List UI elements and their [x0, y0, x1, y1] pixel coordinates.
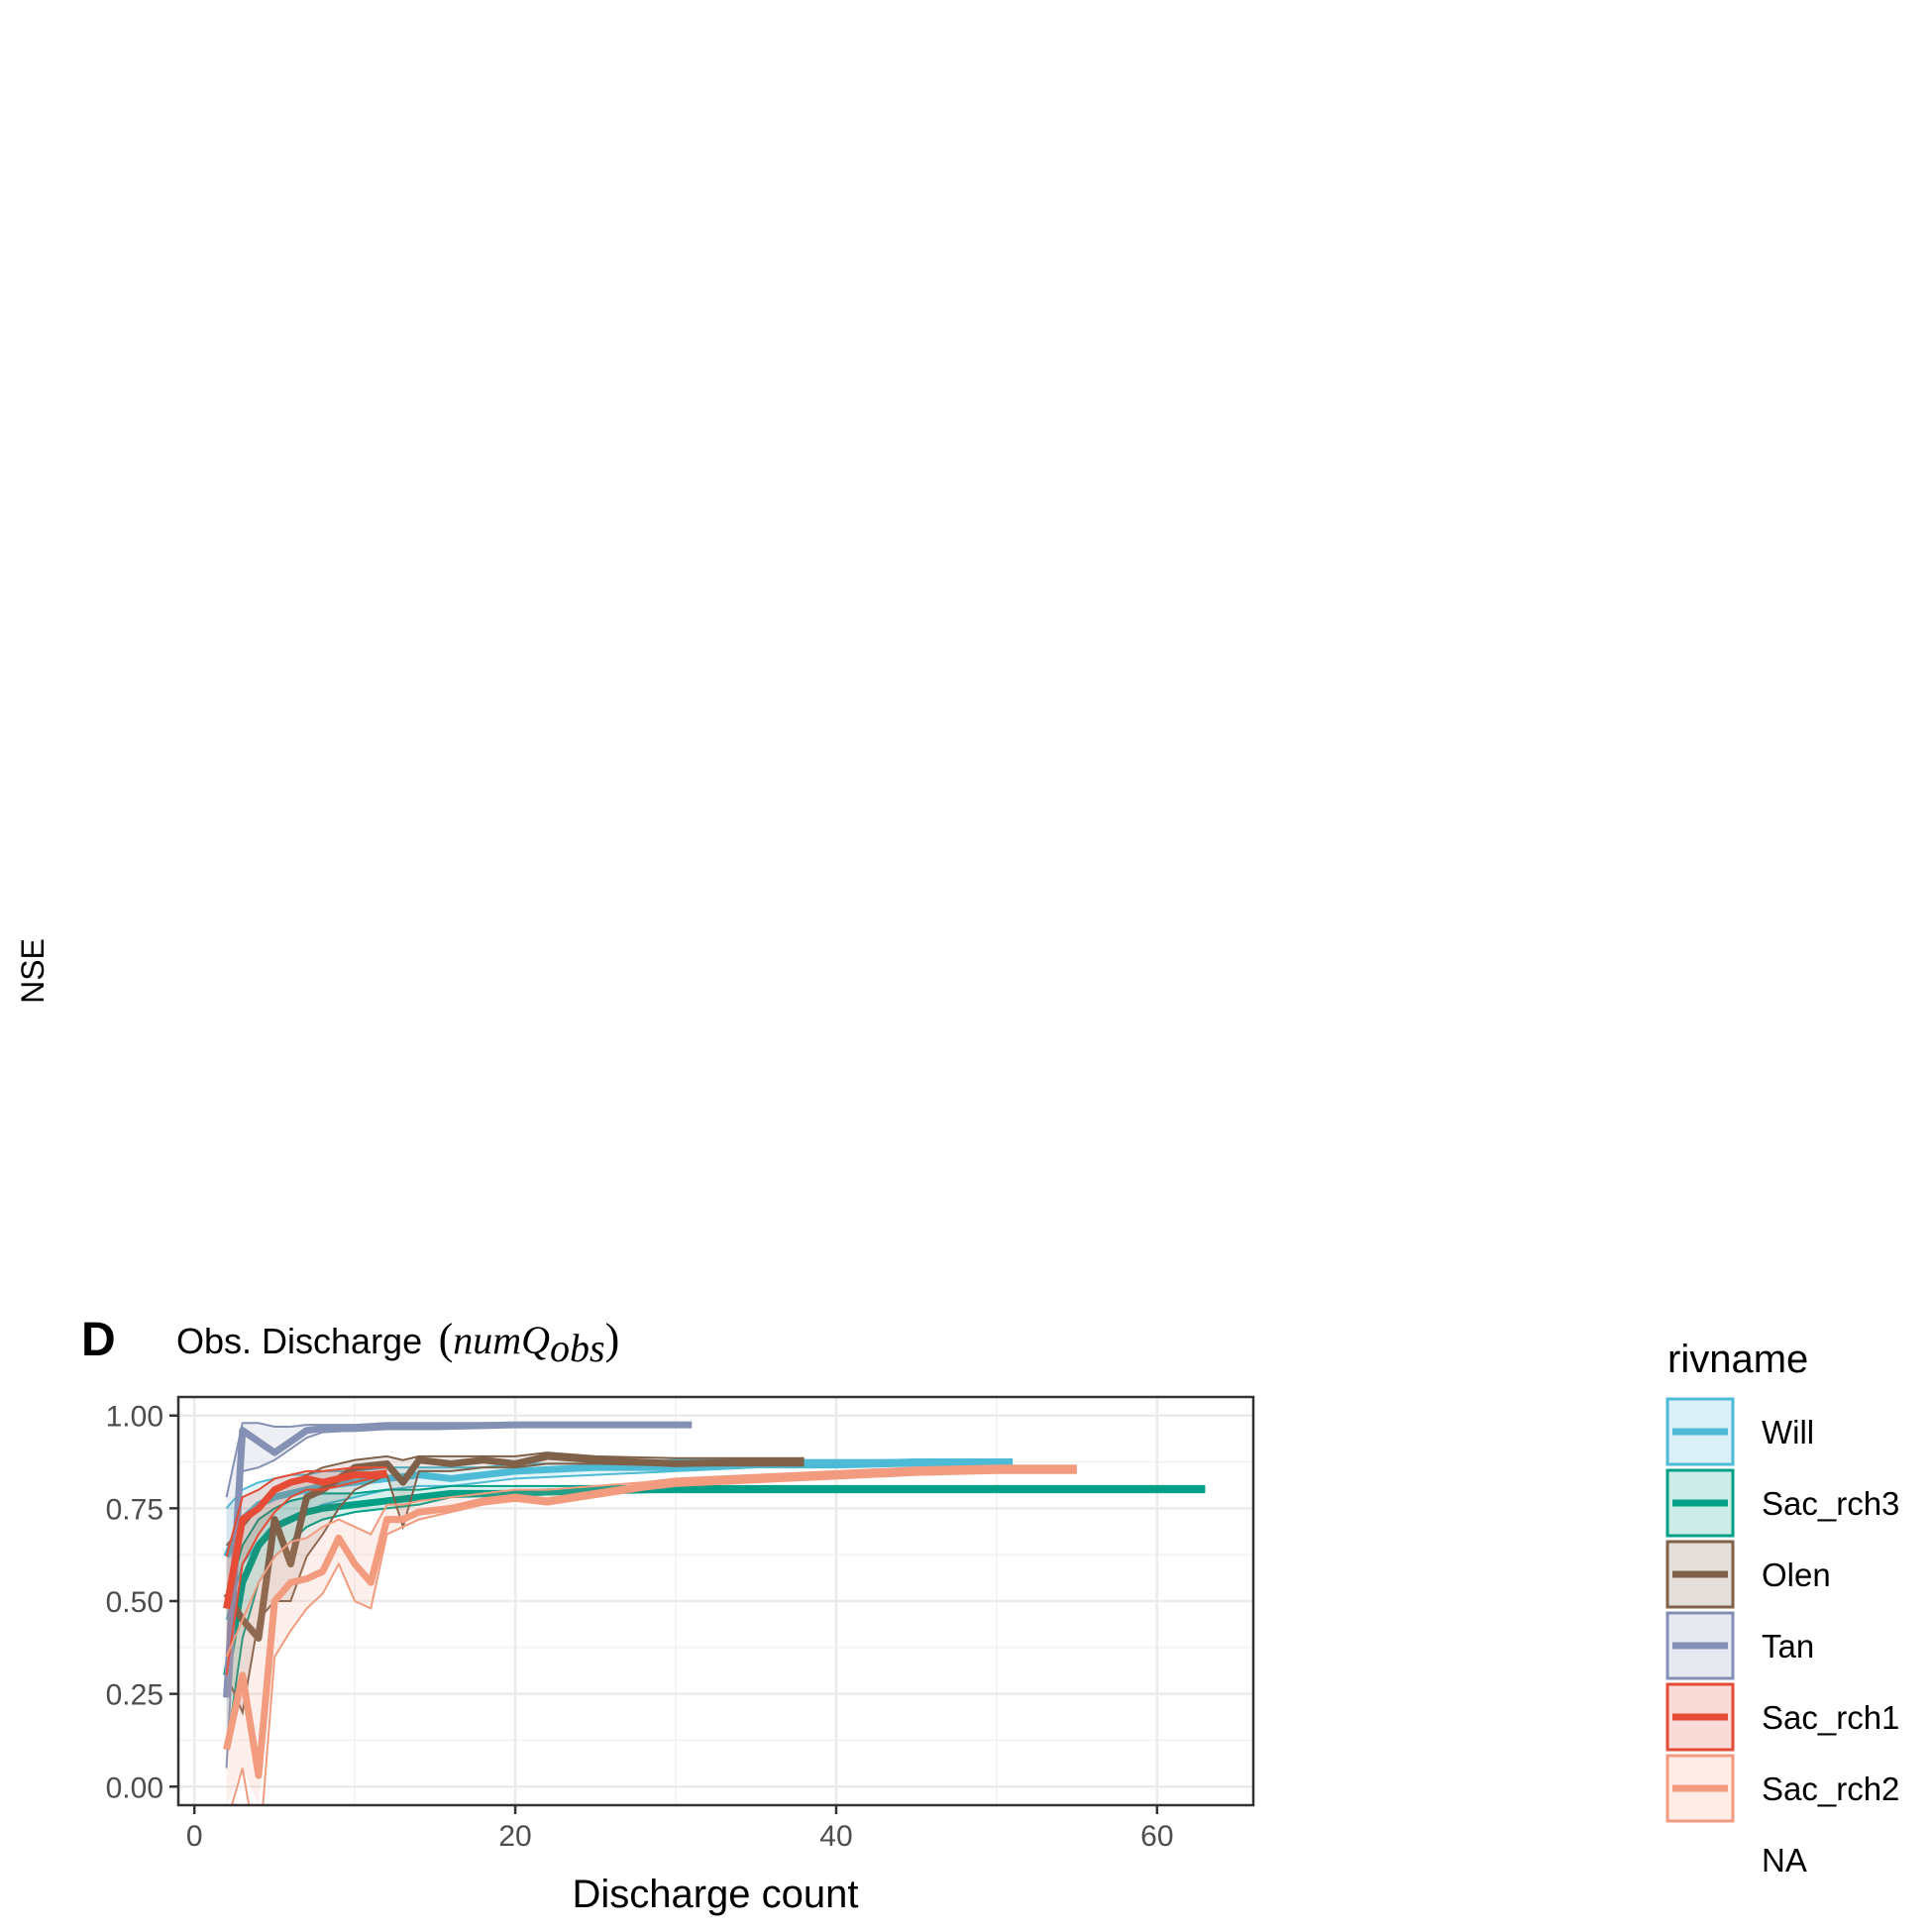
y-tick-label: 0.00: [106, 1771, 163, 1804]
x-tick-label: 40: [819, 1820, 852, 1853]
x-axis-title: Discharge count: [572, 1873, 858, 1916]
panel-title: Obs. Discharge (numQobs): [176, 1315, 619, 1370]
legend-item-will: Will: [1665, 1397, 1814, 1466]
panel-title-math-sub: obs: [550, 1326, 605, 1370]
legend-label-sac-rch3: Sac_rch3: [1762, 1485, 1899, 1522]
legend-item-sac-rch3: Sac_rch3: [1665, 1468, 1899, 1538]
plot-panel: 0 20 40 60 0.00 0.25 0.50 0.75 1.00: [106, 1395, 1255, 1853]
y-tick-label: 1.00: [106, 1401, 163, 1434]
series-line-olen: [223, 1452, 805, 1642]
legend: rivname Will Sac_rch3 Olen Tan Sac_rch1 Sac_r…: [1665, 1338, 1899, 1878]
legend-label-sac-rch2: Sac_rch2: [1762, 1771, 1899, 1807]
x-tick-label: 0: [186, 1820, 203, 1853]
legend-label-sac-rch1: Sac_rch1: [1762, 1699, 1899, 1736]
y-tick-label: 0.50: [106, 1586, 163, 1619]
legend-title: rivname: [1667, 1338, 1808, 1381]
y-tick-label: 0.25: [106, 1679, 163, 1712]
series-line-tan: [223, 1421, 693, 1698]
panel-title-math: numQ: [453, 1318, 550, 1362]
ribbon-sac-rch3: [226, 1485, 1206, 1750]
series-layer: [223, 1421, 1206, 1805]
legend-label-will: Will: [1762, 1414, 1814, 1450]
legend-label-tan: Tan: [1762, 1628, 1814, 1664]
panel-letter: D: [81, 1314, 116, 1366]
x-tick-label: 20: [498, 1820, 531, 1853]
series-line-sac-rch2: [223, 1465, 1077, 1779]
x-tick-label: 60: [1140, 1820, 1173, 1853]
upper-bound-sac-rch1: [225, 1466, 387, 1557]
y-tick-label: 0.75: [106, 1493, 163, 1526]
panel-title-text: Obs. Discharge: [176, 1321, 422, 1361]
y-axis-title: NSE: [15, 938, 51, 1004]
legend-item-sac-rch2: Sac_rch2: [1665, 1754, 1899, 1823]
series-line-sac-rch1: [223, 1469, 387, 1610]
lower-bound-sac-rch2: [230, 1471, 1077, 1805]
upper-bound-sac-rch2: [225, 1464, 1077, 1658]
legend-label-olen: Olen: [1762, 1556, 1831, 1593]
upper-bound-sac-rch3: [225, 1484, 1206, 1602]
legend-item-olen: Olen: [1665, 1540, 1831, 1609]
legend-label-na: NA: [1762, 1842, 1807, 1878]
ribbon-sac-rch1: [226, 1467, 387, 1675]
legend-item-tan: Tan: [1665, 1611, 1814, 1680]
ribbon-tan: [226, 1423, 693, 1769]
lower-bound-sac-rch1: [225, 1475, 387, 1676]
legend-item-sac-rch1: Sac_rch1: [1665, 1682, 1899, 1752]
